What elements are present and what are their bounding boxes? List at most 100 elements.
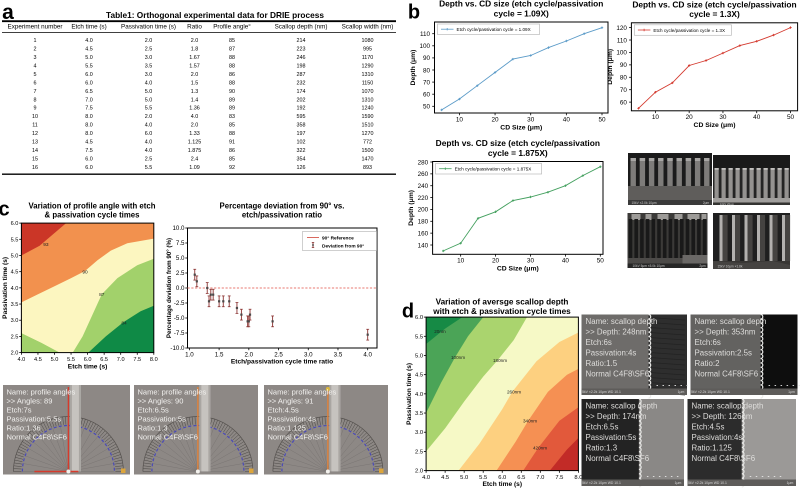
svg-text:1150: 1150 <box>362 80 374 86</box>
svg-text:5.0: 5.0 <box>415 353 423 359</box>
svg-text:4.5: 4.5 <box>441 475 449 481</box>
svg-text:20: 20 <box>686 114 694 121</box>
svg-text:4.5: 4.5 <box>85 140 93 146</box>
svg-text:Normal C4F8\SF6: Normal C4F8\SF6 <box>692 454 756 463</box>
svg-text:1.36: 1.36 <box>189 106 200 112</box>
svg-text:15kV ×2.0k 10μm: 15kV ×2.0k 10μm <box>632 201 657 205</box>
svg-text:89: 89 <box>229 97 235 103</box>
svg-text:Passivation:2.5s: Passivation:2.5s <box>695 349 753 358</box>
svg-text:1.5: 1.5 <box>215 351 224 358</box>
svg-text:2: 2 <box>34 47 37 53</box>
svg-text:110: 110 <box>420 31 431 38</box>
svg-text:246: 246 <box>297 55 306 61</box>
svg-text:7.0: 7.0 <box>117 357 125 363</box>
svg-text:100: 100 <box>616 50 627 57</box>
svg-text:2.0: 2.0 <box>191 38 199 44</box>
svg-text:6.0: 6.0 <box>498 475 506 481</box>
svg-text:Ratio:1.3: Ratio:1.3 <box>586 444 618 453</box>
svg-text:102: 102 <box>297 140 306 146</box>
svg-text:Ratio: Ratio <box>187 24 202 31</box>
svg-text:8.0: 8.0 <box>85 131 93 137</box>
svg-text:Experiment number: Experiment number <box>8 24 63 31</box>
svg-text:40: 40 <box>562 258 570 265</box>
svg-text:Normal C4F8\SF6: Normal C4F8\SF6 <box>138 433 198 442</box>
svg-text:Depth (μm): Depth (μm) <box>410 50 417 86</box>
svg-text:5.5: 5.5 <box>67 357 75 363</box>
svg-text:2.0: 2.0 <box>191 72 199 78</box>
svg-text:83: 83 <box>229 114 235 120</box>
svg-text:1470: 1470 <box>362 156 374 162</box>
svg-text:Name: scallop depth: Name: scallop depth <box>695 317 767 326</box>
svg-text:6.0: 6.0 <box>85 156 93 162</box>
svg-text:197: 197 <box>297 131 306 137</box>
svg-text:Scallop width (nm): Scallop width (nm) <box>342 24 394 31</box>
svg-text:80: 80 <box>423 67 431 74</box>
svg-text:Passivation time (s): Passivation time (s) <box>2 257 9 319</box>
svg-text:192: 192 <box>297 106 306 112</box>
svg-text:232: 232 <box>297 80 306 86</box>
svg-text:85: 85 <box>229 38 235 44</box>
svg-text:70: 70 <box>620 87 628 94</box>
svg-text:87: 87 <box>229 47 235 53</box>
svg-text:14: 14 <box>32 148 38 154</box>
svg-text:Normal C4F8\SF6: Normal C4F8\SF6 <box>586 454 650 463</box>
svg-text:88: 88 <box>229 80 235 86</box>
svg-text:30: 30 <box>527 116 535 123</box>
svg-text:-2.5: -2.5 <box>174 300 185 307</box>
svg-text:8: 8 <box>34 97 37 103</box>
svg-text:287: 287 <box>297 72 306 78</box>
svg-text:Etch:4.5s: Etch:4.5s <box>268 406 300 415</box>
svg-text:85: 85 <box>229 123 235 129</box>
svg-text:6.5: 6.5 <box>100 357 108 363</box>
svg-text:1170: 1170 <box>362 55 374 61</box>
svg-text:340nm: 340nm <box>523 419 537 424</box>
svg-text:40: 40 <box>563 116 571 123</box>
svg-text:3.0: 3.0 <box>304 351 313 358</box>
svg-text:4.0: 4.0 <box>85 38 93 44</box>
svg-text:10: 10 <box>652 114 660 121</box>
svg-text:1590: 1590 <box>362 114 374 120</box>
svg-text:6.5: 6.5 <box>517 475 525 481</box>
svg-text:5.0: 5.0 <box>85 55 93 61</box>
svg-text:5.5: 5.5 <box>145 106 153 112</box>
svg-text:7.0: 7.0 <box>536 475 544 481</box>
svg-text:90: 90 <box>620 62 628 69</box>
svg-text:5.5: 5.5 <box>11 237 19 243</box>
svg-text:4.0: 4.0 <box>422 475 430 481</box>
svg-text:Name: scallop depth: Name: scallop depth <box>586 317 658 326</box>
svg-text:86: 86 <box>229 72 235 78</box>
svg-text:202: 202 <box>297 97 306 103</box>
svg-text:4.5: 4.5 <box>34 357 42 363</box>
svg-text:1: 1 <box>34 38 37 44</box>
svg-text:2.0: 2.0 <box>245 351 254 358</box>
svg-text:1μm: 1μm <box>678 390 685 394</box>
svg-text:4.0: 4.0 <box>11 286 19 292</box>
svg-text:Percentage deviation from 90°: Percentage deviation from 90° (%) <box>166 238 173 338</box>
svg-text:3.5: 3.5 <box>334 351 343 358</box>
svg-text:Etch time (s): Etch time (s) <box>71 24 106 31</box>
svg-text:2.0: 2.0 <box>191 123 199 129</box>
svg-text:Name: scallop depth: Name: scallop depth <box>692 402 764 411</box>
svg-text:995: 995 <box>363 47 372 53</box>
svg-text:5kV ×2.2k 10μm WD 10.1: 5kV ×2.2k 10μm WD 10.1 <box>582 390 621 394</box>
svg-text:2.5: 2.5 <box>145 156 153 162</box>
svg-text:>> Angles: 89: >> Angles: 89 <box>7 397 53 406</box>
svg-text:6.0: 6.0 <box>145 131 153 137</box>
svg-text:223: 223 <box>297 47 306 53</box>
svg-text:>> Depth: 248nm: >> Depth: 248nm <box>586 328 647 337</box>
svg-text:>> Depth: 174nm: >> Depth: 174nm <box>586 412 647 421</box>
svg-text:Variation of profile angle wit: Variation of profile angle with etch <box>29 202 156 211</box>
svg-text:5kV ×2.2k 10μm WD 10.1: 5kV ×2.2k 10μm WD 10.1 <box>691 390 730 394</box>
svg-text:12: 12 <box>32 131 38 137</box>
svg-text:88: 88 <box>229 55 235 61</box>
svg-text:Percentage deviation from 90°: Percentage deviation from 90° vs. <box>220 202 345 211</box>
svg-text:10kV 20μm: 10kV 20μm <box>720 202 735 206</box>
svg-text:90: 90 <box>82 270 88 276</box>
svg-text:Passivation:5s: Passivation:5s <box>138 415 187 424</box>
svg-text:60: 60 <box>423 92 431 99</box>
svg-text:10: 10 <box>456 116 464 123</box>
svg-text:50: 50 <box>787 114 795 121</box>
svg-text:5.5: 5.5 <box>85 63 93 69</box>
svg-text:4.5: 4.5 <box>85 47 93 53</box>
svg-text:CD Size (μm): CD Size (μm) <box>500 124 542 131</box>
